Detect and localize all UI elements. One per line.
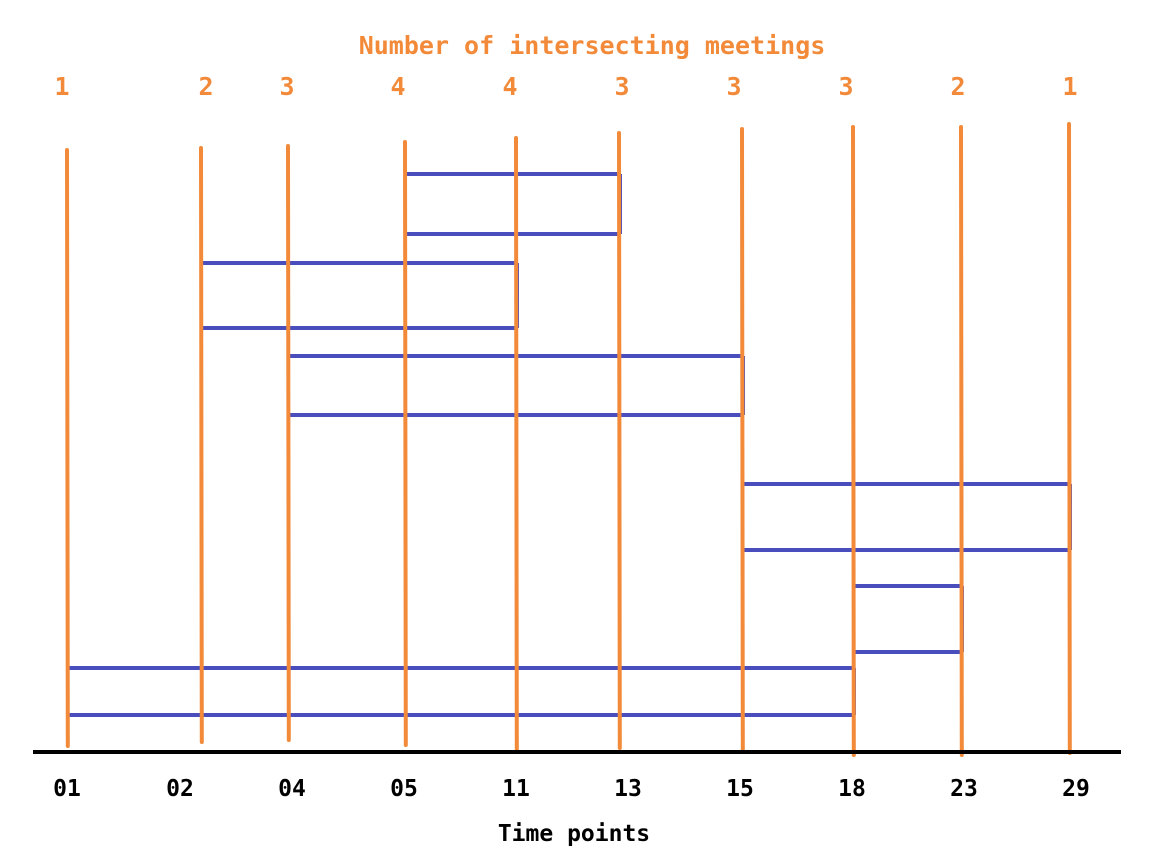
meeting-interval <box>200 261 519 330</box>
time-point-markers <box>65 122 1072 757</box>
intersection-count-label: 2 <box>950 72 965 101</box>
intersection-count-label: 4 <box>502 72 517 101</box>
time-point-marker <box>617 131 622 750</box>
meeting-interval <box>852 584 964 654</box>
intersection-count-label: 2 <box>198 72 213 101</box>
intersection-count-labels: 1 2 3 4 4 3 3 3 2 1 <box>54 72 1077 101</box>
intersection-count-label: 1 <box>54 72 69 101</box>
meeting-interval <box>741 482 1072 552</box>
meeting-interval <box>66 666 856 717</box>
time-point-marker <box>851 125 856 757</box>
time-point-tick-label: 13 <box>614 776 642 802</box>
time-point-marker <box>514 136 519 752</box>
time-point-tick-label: 29 <box>1062 776 1090 802</box>
meeting-interval <box>404 172 622 236</box>
time-point-tick-label: 01 <box>53 776 81 802</box>
time-point-marker <box>1067 122 1072 755</box>
time-point-tick-label: 05 <box>390 776 418 802</box>
time-point-tick-label: 04 <box>278 776 306 802</box>
time-point-marker <box>403 140 408 747</box>
diagram-title: Number of intersecting meetings <box>359 31 826 60</box>
time-point-marker <box>959 125 964 757</box>
time-point-marker <box>65 148 70 748</box>
intersection-count-label: 3 <box>838 72 853 101</box>
time-point-marker <box>286 144 291 742</box>
time-point-marker <box>199 146 204 744</box>
meeting-intervals <box>66 172 1072 717</box>
time-point-tick-label: 02 <box>166 776 194 802</box>
time-point-tick-label: 15 <box>726 776 754 802</box>
intersection-count-label: 3 <box>279 72 294 101</box>
time-point-marker <box>740 127 745 752</box>
intersection-count-label: 3 <box>614 72 629 101</box>
intersection-count-label: 1 <box>1062 72 1077 101</box>
time-point-tick-label: 18 <box>838 776 866 802</box>
intersection-count-label: 4 <box>390 72 405 101</box>
time-point-tick-label: 11 <box>502 776 530 802</box>
time-point-tick-label: 23 <box>950 776 978 802</box>
x-axis-label: Time points <box>498 821 650 847</box>
time-point-tick-labels: 01 02 04 05 11 13 15 18 23 29 <box>53 776 1090 802</box>
intersection-count-label: 3 <box>726 72 741 101</box>
